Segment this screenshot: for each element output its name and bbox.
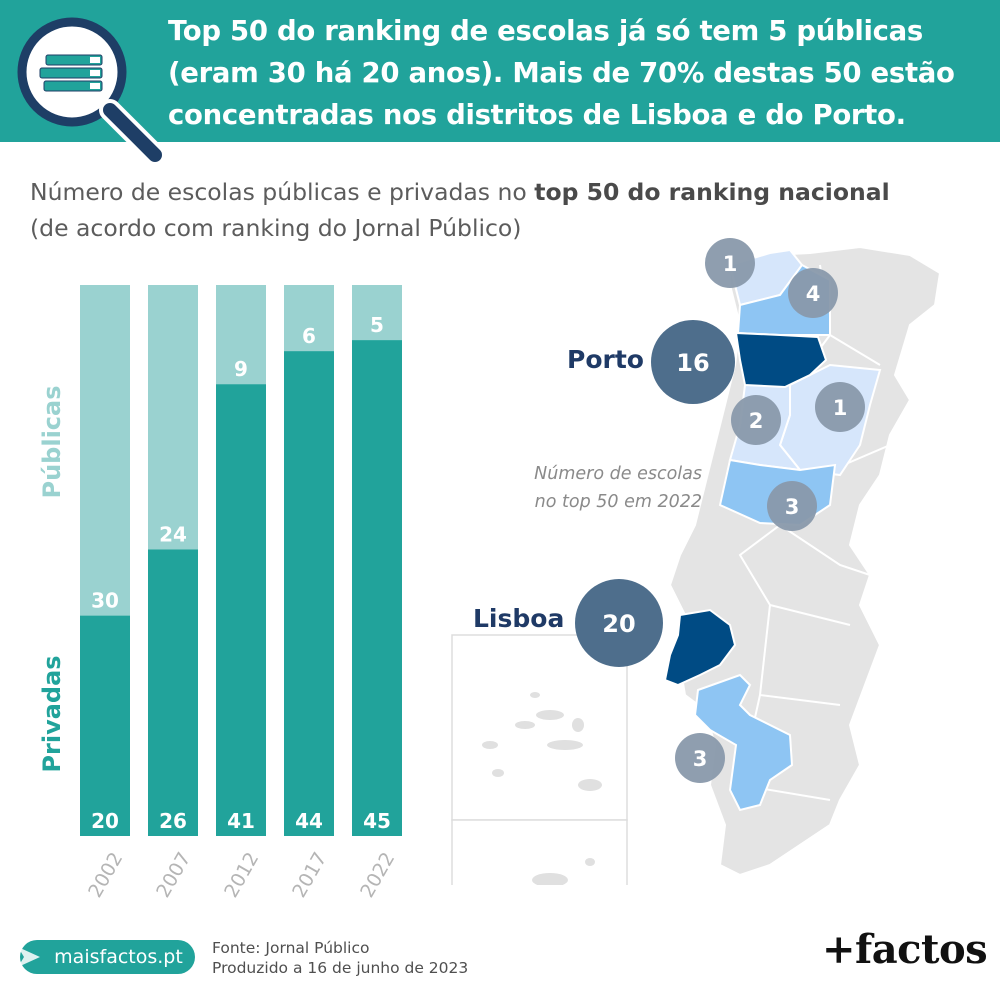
bubble-setubal-count: 3 xyxy=(693,747,708,771)
bar-privadas-2007 xyxy=(148,549,198,836)
district-porto xyxy=(734,331,828,389)
source-line-1: Fonte: Jornal Público xyxy=(212,939,370,957)
legend-publicas: Públicas xyxy=(38,385,66,498)
map-note-line-1: Número de escolas xyxy=(534,464,702,484)
map-note: Número de escolas no top 50 em 2022 xyxy=(470,460,702,516)
x-tick-2007: 2007 xyxy=(152,849,195,902)
stacked-bar-chart: 30 20 2002 24 26 2007 9 41 2012 6 44 2017 5 45 2022 Púb… xyxy=(38,285,402,902)
label-publicas-2022: 5 xyxy=(370,313,384,337)
brand-logo: +factos xyxy=(822,926,988,973)
bar-publicas-2007 xyxy=(148,285,198,550)
portugal-district-map: 1 4 16 2 1 3 20 3 xyxy=(451,238,942,885)
bar-privadas-2002 xyxy=(80,615,130,836)
label-publicas-2017: 6 xyxy=(302,324,316,348)
bubble-coimbra: 3 xyxy=(767,481,817,531)
label-privadas-2022: 45 xyxy=(363,809,391,833)
bubble-lisboa-count: 20 xyxy=(602,610,635,638)
magnifier-books-icon xyxy=(17,17,166,166)
bubble-setubal: 3 xyxy=(675,733,725,783)
chart-subtitle: Número de escolas públicas e privadas no… xyxy=(30,174,990,246)
x-tick-2002: 2002 xyxy=(84,849,127,902)
district-lisboa xyxy=(663,608,737,687)
footer-source: Fonte: Jornal Público Produzido a 16 de … xyxy=(212,938,468,978)
x-tick-2012: 2012 xyxy=(220,849,263,902)
headline-line-2: (eram 30 há 20 anos). Mais de 70% destas… xyxy=(168,57,955,89)
label-publicas-2002: 30 xyxy=(91,589,119,613)
label-publicas-2012: 9 xyxy=(234,357,248,381)
legend-privadas: Privadas xyxy=(38,655,66,772)
bubble-porto-count: 16 xyxy=(676,349,709,377)
subtitle-line2: (de acordo com ranking do Jornal Público… xyxy=(30,214,522,242)
bubble-lisboa: 20 xyxy=(575,579,663,667)
x-tick-2017: 2017 xyxy=(288,849,331,902)
label-privadas-2007: 26 xyxy=(159,809,187,833)
lisboa-label: Lisboa xyxy=(473,604,565,633)
bubble-aveiro-count: 2 xyxy=(749,409,764,433)
bubble-braga: 4 xyxy=(788,268,838,318)
headline-line-1: Top 50 do ranking de escolas já só tem 5… xyxy=(168,15,924,47)
bar-publicas-2022 xyxy=(352,285,402,341)
headline-line-3: concentradas nos distritos de Lisboa e d… xyxy=(168,99,906,131)
label-privadas-2002: 20 xyxy=(91,809,119,833)
bubble-aveiro: 2 xyxy=(731,395,781,445)
bubble-coimbra-count: 3 xyxy=(785,495,800,519)
district-setubal xyxy=(693,673,794,812)
headline: Top 50 do ranking de escolas já só tem 5… xyxy=(168,10,988,136)
site-link[interactable]: maisfactos.pt xyxy=(18,940,195,974)
bubble-porto: 16 xyxy=(651,320,735,404)
subtitle-part1: Número de escolas públicas e privadas no xyxy=(30,178,535,206)
label-privadas-2012: 41 xyxy=(227,809,255,833)
subtitle-bold: top 50 do ranking nacional xyxy=(534,178,890,206)
bar-privadas-2022 xyxy=(352,340,402,836)
porto-label: Porto xyxy=(567,345,644,374)
bar-privadas-2017 xyxy=(284,351,334,836)
x-tick-2022: 2022 xyxy=(356,849,399,902)
arrow-icon xyxy=(18,947,40,967)
source-line-2: Produzido a 16 de junho de 2023 xyxy=(212,959,469,977)
header-banner xyxy=(0,0,1000,142)
bar-privadas-2012 xyxy=(216,384,266,836)
site-link-text: maisfactos.pt xyxy=(54,946,183,968)
bubble-viana-count: 1 xyxy=(723,252,738,276)
label-publicas-2007: 24 xyxy=(159,522,187,546)
islands-inset xyxy=(451,634,628,885)
bar-publicas-2012 xyxy=(216,285,266,385)
bar-publicas-2002 xyxy=(80,285,130,616)
bar-publicas-2017 xyxy=(284,285,334,352)
bubble-braga-count: 4 xyxy=(806,282,821,306)
label-privadas-2017: 44 xyxy=(295,809,323,833)
bubble-viseu: 1 xyxy=(815,382,865,432)
bubble-viana: 1 xyxy=(705,238,755,288)
map-note-line-2: no top 50 em 2022 xyxy=(534,492,702,512)
bubble-viseu-count: 1 xyxy=(833,396,848,420)
